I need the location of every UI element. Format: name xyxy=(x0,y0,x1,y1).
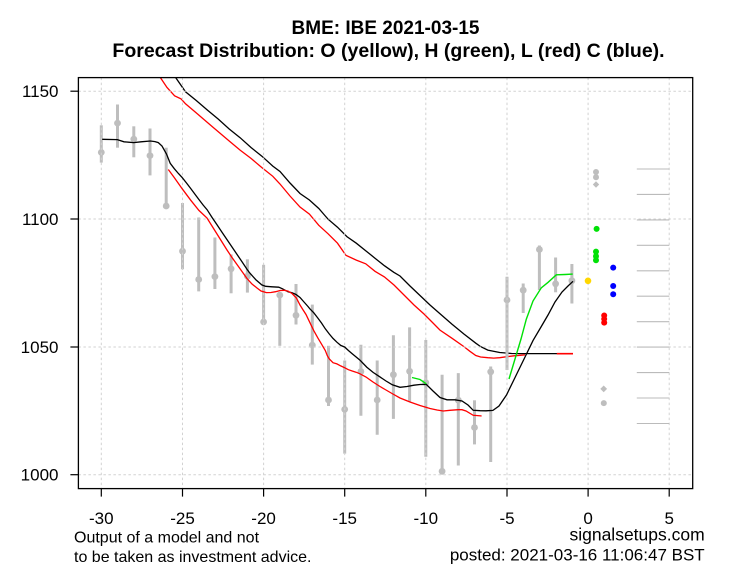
svg-text:-15: -15 xyxy=(332,509,357,528)
svg-text:to be taken as investment advi: to be taken as investment advice. xyxy=(74,549,311,566)
svg-text:Output of a model and not: Output of a model and not xyxy=(74,530,260,547)
svg-text:posted: 2021-03-16 11:06:47 BS: posted: 2021-03-16 11:06:47 BST xyxy=(450,546,705,565)
svg-text:Forecast Distribution: O (yell: Forecast Distribution: O (yellow), H (gr… xyxy=(112,40,664,62)
svg-text:-25: -25 xyxy=(170,509,195,528)
svg-text:5: 5 xyxy=(664,509,673,528)
svg-text:1150: 1150 xyxy=(22,82,59,101)
svg-text:0: 0 xyxy=(583,509,592,528)
svg-text:BME: IBE 2021-03-15: BME: IBE 2021-03-15 xyxy=(292,18,480,39)
svg-text:1050: 1050 xyxy=(21,338,59,357)
svg-text:signalsetups.com: signalsetups.com xyxy=(569,525,704,545)
svg-text:-5: -5 xyxy=(499,509,514,528)
svg-text:-30: -30 xyxy=(89,509,114,528)
svg-text:1100: 1100 xyxy=(22,210,59,229)
svg-text:-20: -20 xyxy=(251,509,276,528)
svg-text:-10: -10 xyxy=(414,509,439,528)
svg-text:1000: 1000 xyxy=(21,466,59,485)
